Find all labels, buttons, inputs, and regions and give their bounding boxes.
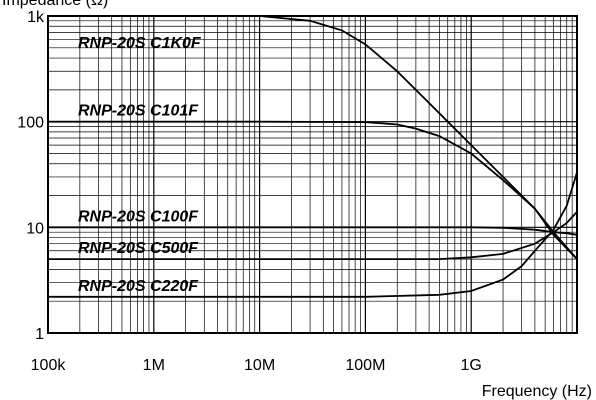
series-line bbox=[48, 172, 578, 298]
series-label: RNP-20S C500F bbox=[78, 240, 199, 257]
plot-frame bbox=[47, 15, 578, 334]
series-labels: RNP-20S C1K0F RNP-20S C101F RNP-20S C100F R… bbox=[78, 35, 202, 295]
series-label: RNP-20S C100F bbox=[78, 208, 199, 225]
series-line bbox=[48, 226, 578, 236]
x-tick-label: 10M bbox=[244, 357, 275, 374]
series-label: RNP-20S C101F bbox=[78, 103, 199, 120]
y-tick-label: 1k bbox=[27, 9, 45, 26]
series-label: RNP-20S C1K0F bbox=[78, 35, 202, 52]
x-tick-label: 100M bbox=[345, 357, 385, 374]
x-axis-title: Frequency (Hz) bbox=[482, 383, 592, 400]
y-tick-label: 100 bbox=[17, 115, 44, 132]
x-tick-label: 1M bbox=[143, 357, 165, 374]
series-label: RNP-20S C220F bbox=[78, 278, 199, 295]
series-line bbox=[48, 120, 578, 260]
y-tick-label: 1 bbox=[35, 326, 44, 343]
y-tick-label: 10 bbox=[26, 220, 44, 237]
y-axis-title: Impedance (Ω) bbox=[2, 0, 108, 9]
series-line bbox=[48, 211, 578, 260]
x-tick-label: 100k bbox=[31, 357, 67, 374]
axis-ticks: 100k 1M 10M 100M 1G 1 10 100 1k bbox=[17, 9, 482, 374]
x-tick-label: 1G bbox=[461, 357, 482, 374]
